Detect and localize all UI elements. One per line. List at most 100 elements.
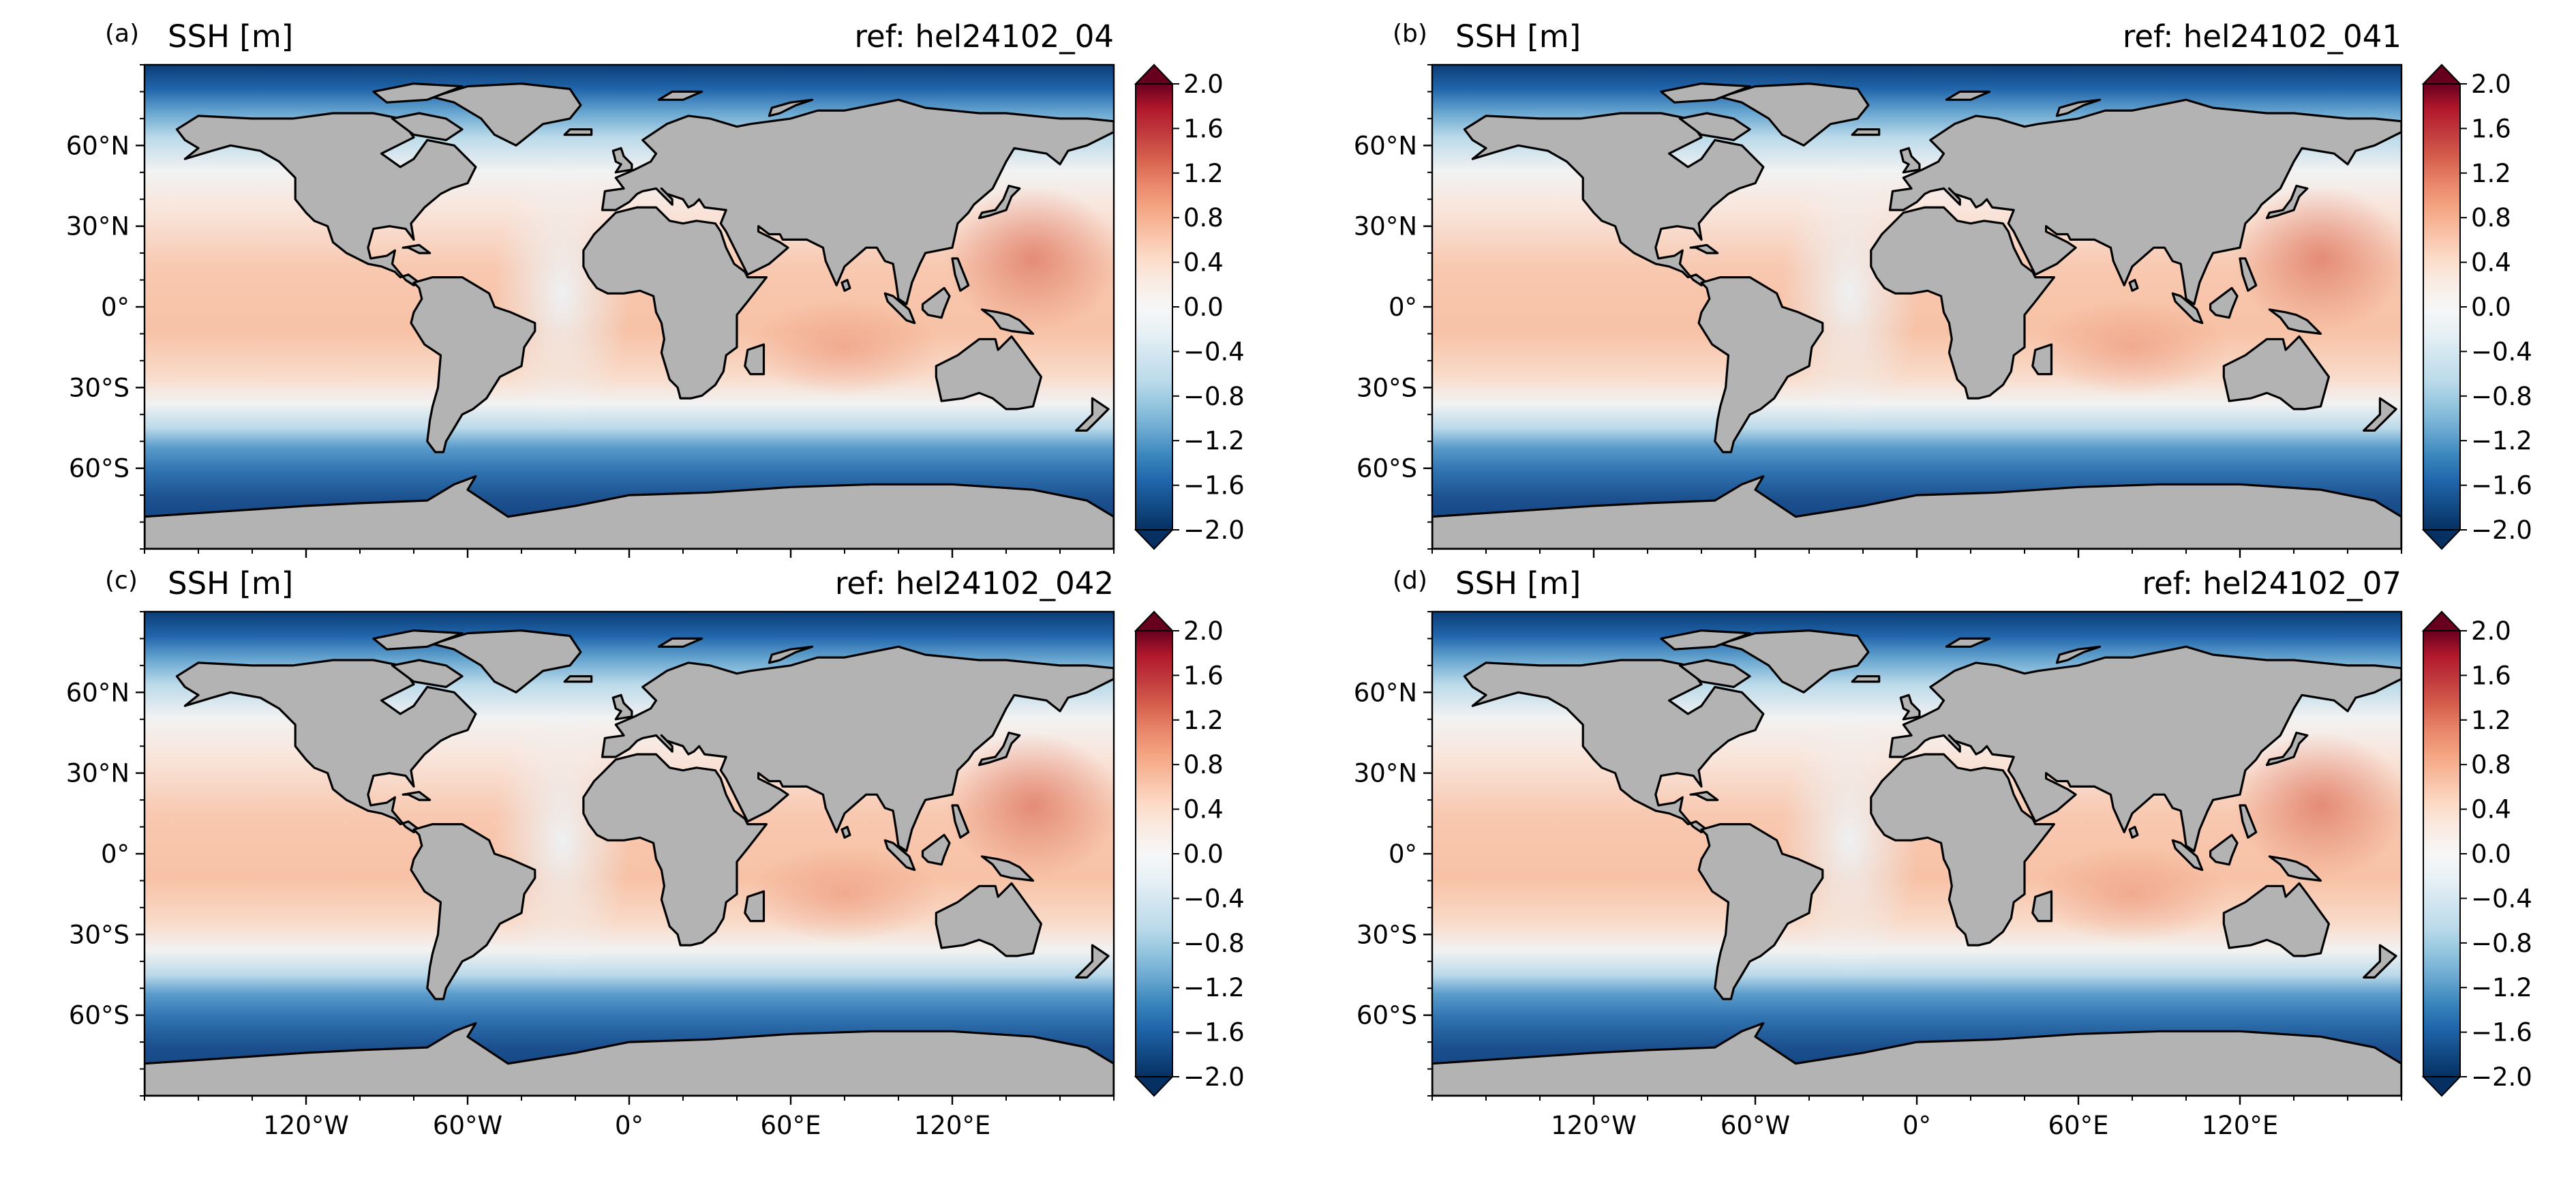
colorbar-tick-label: 2.0	[1183, 70, 1224, 99]
panel-ref-title: ref: hel24102_04	[854, 18, 1114, 55]
land-antarctica	[1432, 1022, 2401, 1096]
land-novaya-zemlya	[2055, 645, 2102, 664]
colorbar-tick-label: −0.4	[2471, 884, 2532, 913]
colorbar-tick-label: 0.8	[1183, 750, 1224, 779]
atlantic-low	[494, 704, 630, 977]
land-eurasia	[1888, 98, 2401, 306]
colorbar-tick-label: 0.8	[1183, 203, 1224, 233]
colorbar-extend-max	[1134, 610, 1175, 631]
land-sumatra	[883, 292, 916, 325]
colorbar-tick-label: −2.0	[2471, 1062, 2532, 1092]
colorbar: 2.0 1.6 1.2 0.8 0.4 0.0 −0.4 −0.8 −1.2 −1.6 −2.0	[2421, 63, 2532, 550]
colorbar-tick-label: 2.0	[2471, 616, 2511, 646]
lat-tick-label: 0°	[101, 293, 130, 322]
colorbar-body	[1135, 630, 1173, 1077]
colorbar: 2.0 1.6 1.2 0.8 0.4 0.0 −0.4 −0.8 −1.2 −1.6 −2.0	[2421, 610, 2532, 1097]
panel-letter: (d)	[1393, 567, 1427, 595]
land-svalbard	[657, 90, 703, 101]
land-cuba	[1689, 790, 1719, 801]
lat-tick-label: 60°N	[66, 678, 130, 707]
colorbar-tick-label: 0.4	[2471, 795, 2511, 824]
lat-tick-label: 60°S	[1357, 1001, 1417, 1030]
panel-letter: (b)	[1393, 20, 1427, 48]
colorbar-tick-label: −1.2	[1183, 973, 1245, 1002]
land-antarctica	[1432, 475, 2401, 549]
map-panel: 60°N 30°N 0° 30°S 60°S 120°W 60°W 0° 60°E 120°E (c…	[66, 565, 1245, 1140]
colorbar-tick-label: 1.6	[2471, 661, 2511, 690]
land-great-britain	[611, 694, 633, 721]
land-great-britain	[1899, 694, 1921, 721]
panel-letter: (c)	[105, 567, 138, 595]
land-japan	[2265, 184, 2309, 220]
land-greenland	[431, 83, 582, 147]
lat-tick-label: 30°S	[69, 920, 130, 949]
indian-ocean-high	[747, 299, 942, 396]
land-new-zealand	[1075, 397, 1110, 432]
land-australia	[2222, 335, 2330, 411]
land-baffin-island	[391, 659, 464, 688]
colorbar-tick-label: −1.2	[1183, 426, 1245, 456]
colorbar-tick-label: −0.8	[2471, 382, 2532, 411]
land-sri-lanka	[840, 826, 851, 839]
land-baffin-island	[1678, 659, 1751, 688]
land-ellesmere-island	[372, 83, 464, 104]
colorbar-tick-label: −1.6	[1183, 471, 1245, 501]
land-eurasia	[1888, 645, 2401, 852]
colorbar-tick-label: −1.6	[2471, 471, 2532, 501]
land-great-britain	[611, 147, 633, 174]
colorbar-extend-min	[1134, 529, 1175, 550]
land-ellesmere-island	[1660, 629, 1751, 651]
colorbar-tick-label: 0.4	[1183, 795, 1224, 824]
land-japan	[978, 731, 1021, 766]
land-north-america	[175, 112, 477, 286]
land-africa	[582, 206, 768, 400]
land-antarctica	[145, 475, 1114, 549]
lat-tick-label: 30°S	[69, 373, 130, 402]
indian-ocean-high	[747, 846, 942, 943]
land-new-guinea	[2268, 308, 2322, 335]
colorbar-body	[2423, 630, 2461, 1077]
land-new-zealand	[2363, 397, 2397, 432]
land-new-zealand	[2363, 944, 2397, 979]
land-sumatra	[883, 839, 916, 871]
land-sri-lanka	[840, 279, 851, 292]
colorbar-tick-label: 1.6	[1183, 114, 1224, 143]
colorbar-tick-label: −0.8	[2471, 929, 2532, 958]
panel-variable-title: SSH [m]	[1455, 18, 1581, 55]
land-new-guinea	[980, 308, 1035, 335]
land-africa	[1870, 206, 2055, 400]
land-svalbard	[657, 637, 703, 648]
lat-tick-label: 60°N	[1354, 678, 1417, 707]
lon-tick-label: 120°W	[263, 1111, 349, 1140]
land-philippines	[951, 804, 970, 839]
colorbar-tick-label: −0.8	[1183, 929, 1245, 958]
colorbar-tick-label: 1.6	[2471, 114, 2511, 143]
land-australia	[935, 335, 1042, 411]
land-baffin-island	[391, 112, 464, 141]
colorbar-body	[1135, 83, 1173, 531]
lat-tick-label: 60°S	[69, 454, 130, 483]
lat-tick-label: 30°S	[1357, 373, 1417, 402]
land-japan	[2265, 731, 2309, 766]
land-svalbard	[1945, 90, 1991, 101]
land-north-america	[1463, 112, 1765, 286]
lat-tick-label: 60°S	[1357, 454, 1417, 483]
land-new-zealand	[1075, 944, 1110, 979]
land-new-guinea	[980, 855, 1035, 882]
colorbar-tick-label: −2.0	[1183, 1062, 1245, 1092]
colorbar-tick-label: −2.0	[2471, 516, 2532, 545]
atlantic-low	[494, 158, 630, 430]
colorbar-tick-label: 0.8	[2471, 203, 2511, 233]
colorbar-tick-label: 1.2	[2471, 159, 2511, 188]
colorbar-tick-label: −1.2	[2471, 973, 2532, 1002]
panel-ref-title: ref: hel24102_041	[2123, 18, 2401, 55]
colorbar-tick-label: −0.8	[1183, 382, 1245, 411]
colorbar-tick-label: 1.6	[1183, 661, 1224, 690]
land-borneo	[921, 833, 951, 866]
lat-tick-label: 0°	[101, 839, 130, 869]
colorbar-extend-max	[2421, 610, 2462, 631]
colorbar-tick-label: 0.0	[1183, 839, 1224, 869]
lon-tick-label: 60°W	[1721, 1111, 1790, 1140]
land-south-america	[1697, 276, 1824, 453]
land-greenland	[1719, 83, 1870, 147]
